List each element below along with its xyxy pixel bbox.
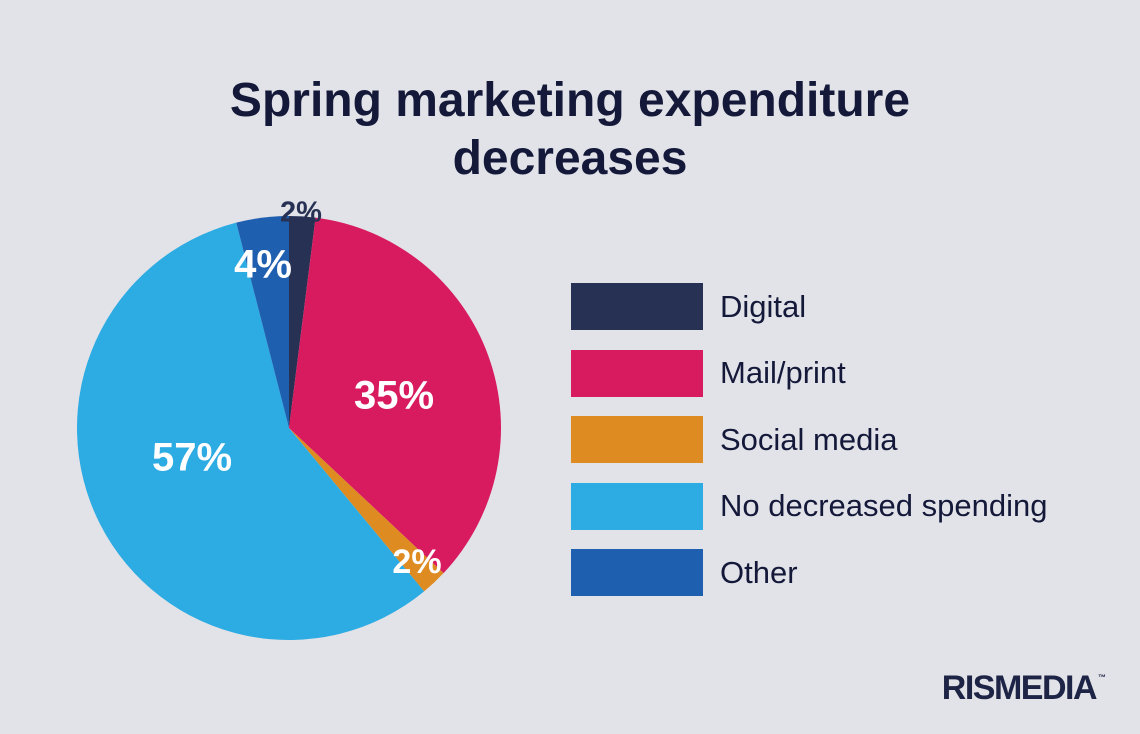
rismedia-logo: RISMEDIA ™ [942,669,1106,708]
pie-label-no-decreased-spending: 57% [152,436,232,480]
chart-title-line-2: decreases [452,132,688,185]
legend-item-digital: Digital [571,283,1047,330]
legend-label-digital: Digital [720,288,807,324]
legend-label-mail-print: Mail/print [720,355,846,390]
pie-slice-other [236,216,289,428]
legend-label-social-media: Social media [720,421,898,457]
legend-item-mail-print: Mail/print [571,349,1047,397]
chart-title-line-1: Spring marketing expenditure [229,74,911,127]
legend-swatch-digital [571,283,703,330]
pie-slices [77,216,502,640]
pie-labels: 2% 35% 2% 57% 4% [152,197,442,581]
pie-label-mail-print: 35% [354,374,434,418]
pie-label-other: 4% [234,243,292,287]
legend-label-other: Other [720,554,798,590]
pie-slice-no-decreased-spending [77,222,425,640]
legend-item-social-media: Social media [571,416,1047,463]
legend-item-no-decreased-spending: No decreased spending [571,482,1048,530]
legend-swatch-social-media [571,416,703,463]
legend-swatch-other [571,549,703,596]
pie-label-social-media: 2% [392,543,441,581]
pie-slice-digital [289,216,316,428]
logo-trademark: ™ [1098,673,1106,682]
legend-swatch-mail-print [571,349,703,397]
legend-label-no-decreased-spending: No decreased spending [720,488,1048,523]
logo-text: RISMEDIA [941,669,1098,707]
legend: Digital Mail/print Social media No decre… [571,283,1047,616]
pie-label-digital: 2% [280,197,322,229]
legend-swatch-no-decreased-spending [571,482,703,530]
legend-item-other: Other [571,549,1047,596]
pie-slice-mail-print [289,217,502,574]
pie-slice-social-media [289,428,444,592]
chart-title: Spring marketing expenditure decreases [0,72,1140,188]
